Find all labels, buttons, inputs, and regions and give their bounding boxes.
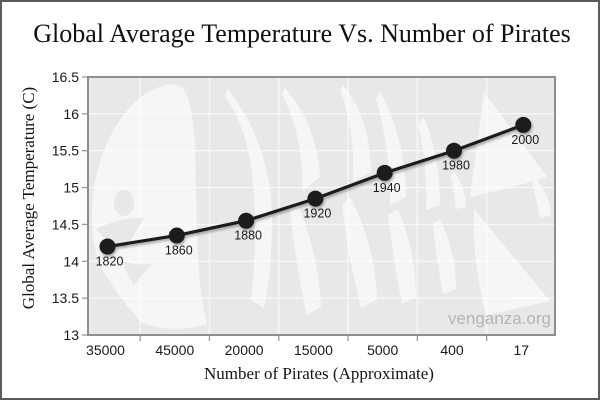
fish-rib-bone: [342, 197, 377, 308]
x-tick-label: 20000: [225, 342, 264, 358]
data-point: [99, 238, 116, 255]
y-tick-label: 16.5: [52, 69, 79, 85]
y-tick-label: 13.5: [52, 290, 79, 306]
fish-tail-lower: [473, 209, 550, 315]
data-point-year-label: 1880: [234, 229, 262, 243]
data-point: [307, 190, 324, 207]
fish-skeleton-watermark: [91, 84, 551, 329]
y-tick-label: 15.5: [52, 143, 79, 159]
data-point-year-labels: 1820 1860 1880 1920 1940 1980 2000: [96, 133, 540, 269]
fish-rib-bone: [418, 117, 440, 210]
data-point-year-label: 1860: [165, 243, 193, 257]
fish-mouth-notch: [96, 217, 144, 248]
fish-eye-hole: [114, 190, 134, 216]
fish-tail-upper: [470, 92, 547, 197]
y-axis-title: Global Average Temperature (C): [19, 87, 38, 309]
fish-rib-bone: [290, 205, 321, 315]
fish-rib-bone: [532, 179, 551, 218]
data-point: [446, 142, 462, 159]
fish-rib-bone: [433, 219, 456, 294]
y-tick-label: 14.5: [52, 216, 79, 232]
watermark-text: venganza.org: [448, 309, 551, 328]
x-tick-label: 400: [440, 342, 464, 358]
fish-rib-bone: [340, 85, 371, 182]
fish-rib-bone: [388, 209, 416, 304]
data-point: [238, 212, 255, 229]
fish-head-bone: [91, 84, 207, 329]
x-tick-label: 5000: [367, 342, 398, 358]
data-point-year-label: 1920: [303, 207, 331, 221]
x-axis-tick-labels: 35000 45000 20000 15000 5000 400 17: [86, 342, 529, 358]
plot-border: [87, 76, 556, 336]
x-tick-label: 45000: [155, 342, 194, 358]
fish-jaw-notch: [122, 261, 152, 285]
x-tick-label: 35000: [86, 342, 125, 358]
data-point: [515, 116, 532, 133]
y-tick-label: 14: [63, 253, 79, 269]
y-axis-tick-labels: 13 13.5 14 14.5 15 15.5 16 16.5: [52, 69, 79, 343]
fish-rib-bone: [376, 91, 406, 205]
chart-title: Global Average Temperature Vs. Number of…: [33, 19, 571, 48]
data-point-year-label: 1820: [96, 255, 124, 269]
y-tick-label: 13: [63, 327, 79, 343]
data-point-year-label: 1980: [442, 159, 470, 173]
x-axis-title: Number of Pirates (Approximate): [204, 364, 434, 383]
fish-rib-bone: [450, 172, 466, 209]
y-tick-label: 15: [63, 180, 79, 196]
temperature-series: [99, 116, 532, 255]
x-tick-label: 15000: [294, 342, 333, 358]
data-point-year-label: 2000: [511, 133, 539, 147]
y-tick-label: 16: [63, 106, 79, 122]
fish-fin-bone: [225, 89, 272, 308]
data-point-year-label: 1940: [373, 181, 401, 195]
x-tick-label: 17: [514, 342, 530, 358]
data-point: [376, 164, 393, 181]
data-point: [168, 227, 185, 244]
fish-rib-bone: [282, 88, 320, 191]
